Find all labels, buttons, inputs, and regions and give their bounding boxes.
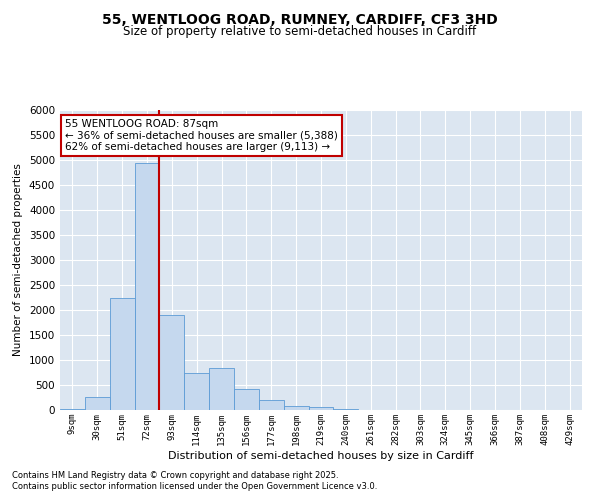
X-axis label: Distribution of semi-detached houses by size in Cardiff: Distribution of semi-detached houses by … [168,450,474,460]
Bar [209,368,234,410]
Text: Contains HM Land Registry data © Crown copyright and database right 2025.: Contains HM Land Registry data © Crown c… [12,470,338,480]
Bar [284,406,308,410]
Bar [60,409,85,410]
Bar [134,162,160,410]
Bar [110,298,134,410]
Text: 55, WENTLOOG ROAD, RUMNEY, CARDIFF, CF3 3HD: 55, WENTLOOG ROAD, RUMNEY, CARDIFF, CF3 … [102,12,498,26]
Bar [160,315,184,410]
Text: 55 WENTLOOG ROAD: 87sqm
← 36% of semi-detached houses are smaller (5,388)
62% of: 55 WENTLOOG ROAD: 87sqm ← 36% of semi-de… [65,119,338,152]
Bar [334,408,358,410]
Bar [85,396,110,410]
Text: Contains public sector information licensed under the Open Government Licence v3: Contains public sector information licen… [12,482,377,491]
Bar [259,400,284,410]
Y-axis label: Number of semi-detached properties: Number of semi-detached properties [13,164,23,356]
Bar [184,372,209,410]
Bar [234,389,259,410]
Text: Size of property relative to semi-detached houses in Cardiff: Size of property relative to semi-detach… [124,25,476,38]
Bar [308,407,334,410]
